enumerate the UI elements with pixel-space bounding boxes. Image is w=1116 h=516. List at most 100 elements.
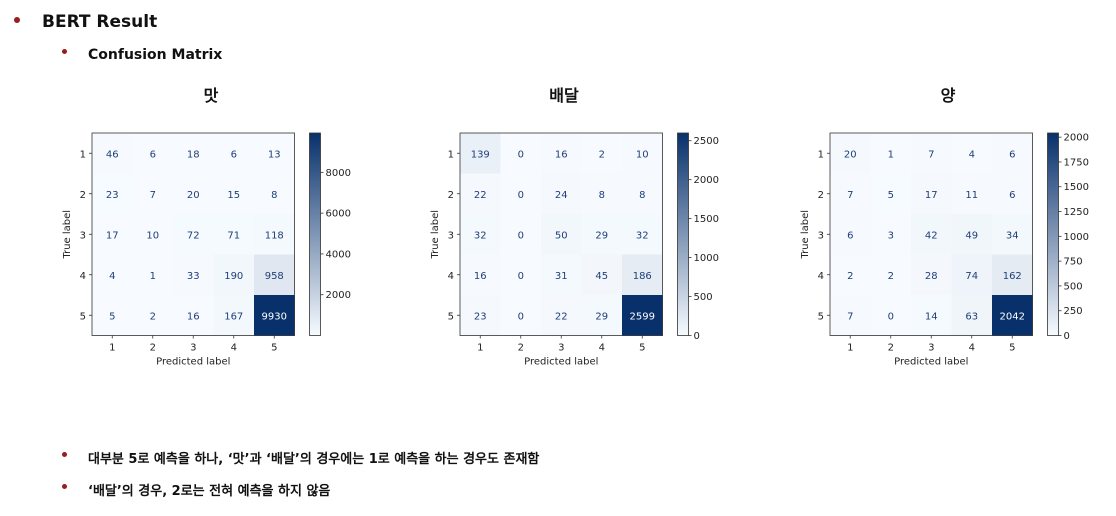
- cell-value-label: 7: [928, 149, 934, 160]
- cell-value-label: 118: [265, 230, 284, 241]
- x-axis-label: Predicted label: [156, 357, 230, 368]
- matrix-cell: [830, 173, 871, 215]
- cell-value-label: 162: [1003, 271, 1022, 282]
- matrix-cell: [581, 295, 623, 336]
- cell-value-label: 72: [187, 230, 200, 241]
- chart-title-delivery: 배달: [549, 86, 579, 105]
- x-tick-label: 4: [969, 343, 975, 354]
- cell-value-label: 1: [888, 149, 894, 160]
- x-tick-label: 1: [847, 343, 853, 354]
- colorbar: [309, 132, 321, 336]
- cell-value-label: 2: [599, 149, 605, 160]
- cell-value-label: 31: [555, 271, 568, 282]
- cell-value-label: 16: [474, 271, 487, 282]
- matrix-cell: [92, 214, 133, 255]
- colorbar-tick-label: 2000: [326, 290, 351, 301]
- colorbar-tick-label: 1000: [694, 253, 719, 264]
- cell-value-label: 6: [150, 149, 156, 160]
- cell-value-label: 17: [106, 230, 119, 241]
- matrix-cell: [581, 254, 623, 296]
- matrix-cell: [213, 254, 255, 296]
- matrix-cell: [622, 214, 663, 255]
- matrix-cell: [581, 173, 623, 215]
- cell-value-label: 0: [888, 311, 894, 322]
- colorbar-tick-label: 2000: [694, 175, 719, 186]
- matrix-cell: [581, 214, 623, 255]
- matrix-cell: [500, 295, 542, 336]
- matrix-cell: [132, 254, 174, 296]
- matrix-cell: [173, 295, 214, 336]
- x-tick-label: 3: [558, 343, 564, 354]
- x-tick-label: 2: [150, 343, 156, 354]
- cell-value-label: 22: [474, 190, 487, 201]
- y-tick-label: 3: [80, 230, 86, 241]
- matrix-cell: [460, 254, 501, 296]
- cell-value-label: 15: [227, 190, 240, 201]
- cell-value-label: 46: [106, 149, 119, 160]
- cell-value-label: 7: [847, 311, 853, 322]
- matrix-cell: [254, 173, 295, 215]
- cell-value-label: 74: [965, 271, 978, 282]
- note-line-2: ‘배달’의 경우, 2로는 전혀 예측을 하지 않음: [88, 484, 331, 499]
- y-tick-label: 1: [448, 149, 454, 160]
- cell-value-label: 10: [146, 230, 159, 241]
- cell-value-label: 8: [599, 190, 605, 201]
- colorbar-tick-label: 1750: [1064, 157, 1089, 168]
- sub-heading: Confusion Matrix: [88, 47, 223, 63]
- colorbar-tick-label: 4000: [326, 249, 351, 260]
- cell-value-label: 4: [969, 149, 975, 160]
- matrix-cell: [830, 295, 871, 336]
- matrix-cell: [500, 173, 542, 215]
- matrix-cell: [911, 254, 952, 296]
- matrix-cell: [213, 295, 255, 336]
- cell-value-label: 20: [187, 190, 200, 201]
- x-tick-label: 4: [599, 343, 605, 354]
- chart-title-taste: 맛: [203, 86, 219, 105]
- x-tick-label: 4: [231, 343, 237, 354]
- colorbar-tick-label: 750: [1064, 257, 1083, 268]
- matrix-cell: [830, 254, 871, 296]
- cell-value-label: 29: [595, 230, 608, 241]
- matrix-cell: [951, 254, 993, 296]
- matrix-cell: [213, 214, 255, 255]
- colorbar-tick-label: 8000: [326, 168, 351, 179]
- x-axis-label: Predicted label: [894, 357, 968, 368]
- cell-value-label: 23: [474, 311, 487, 322]
- y-axis-label: True label: [62, 210, 73, 260]
- y-tick-label: 5: [448, 311, 454, 322]
- colorbar-tick-label: 1000: [1064, 232, 1089, 243]
- cell-value-label: 0: [518, 190, 524, 201]
- cell-value-label: 2: [847, 271, 853, 282]
- cell-value-label: 10: [636, 149, 649, 160]
- cell-value-label: 139: [471, 149, 490, 160]
- cell-value-label: 63: [965, 311, 978, 322]
- matrix-cell: [541, 214, 582, 255]
- matrix-cell: [992, 133, 1033, 174]
- matrix-cell: [951, 214, 993, 255]
- matrix-cell: [622, 295, 663, 336]
- colorbar-tick-label: 1500: [694, 214, 719, 225]
- x-tick-label: 3: [928, 343, 934, 354]
- matrix-cell: [951, 295, 993, 336]
- cell-value-label: 7: [847, 190, 853, 201]
- cell-value-label: 42: [925, 230, 938, 241]
- cell-value-label: 22: [555, 311, 568, 322]
- x-tick-label: 2: [888, 343, 894, 354]
- matrix-cell: [951, 173, 993, 215]
- matrix-cell: [992, 295, 1033, 336]
- y-tick-label: 4: [80, 271, 86, 282]
- y-tick-label: 5: [818, 311, 824, 322]
- colorbar-tick-label: 2000: [1064, 133, 1089, 144]
- cell-value-label: 2042: [1000, 311, 1025, 322]
- x-axis-label: Predicted label: [524, 357, 598, 368]
- cell-value-label: 0: [518, 311, 524, 322]
- cell-value-label: 5: [888, 190, 894, 201]
- colorbar-tick-label: 0: [694, 331, 700, 342]
- matrix-cell: [92, 295, 133, 336]
- cell-value-label: 28: [925, 271, 938, 282]
- cell-value-label: 2: [888, 271, 894, 282]
- matrix-cell: [911, 295, 952, 336]
- y-tick-label: 2: [818, 190, 824, 201]
